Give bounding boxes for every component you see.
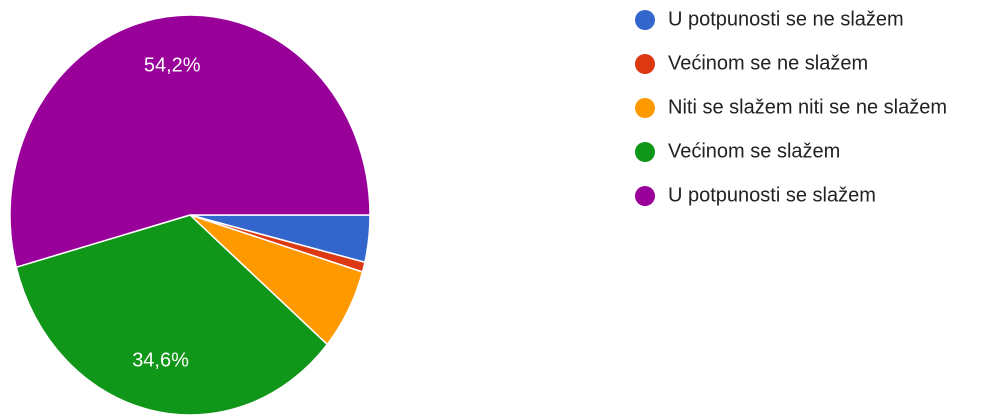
- legend-swatch: [635, 54, 655, 74]
- slice-label: 34,6%: [132, 350, 189, 372]
- legend-swatch: [635, 98, 655, 118]
- legend-swatch: [635, 10, 655, 30]
- pie-slice: [9, 14, 371, 269]
- legend-label: U potpunosti se ne slažem: [668, 8, 904, 30]
- legend-label: Niti se slažem niti se ne slažem: [668, 96, 947, 118]
- legend-label: Većinom se ne slažem: [668, 52, 868, 74]
- slice-label: 54,2%: [144, 55, 201, 77]
- legend-label: U potpunosti se slažem: [668, 184, 876, 206]
- legend-label: Većinom se slažem: [668, 140, 840, 162]
- pie-slice: [15, 214, 329, 416]
- legend-swatch: [635, 186, 655, 206]
- legend-swatch: [635, 142, 655, 162]
